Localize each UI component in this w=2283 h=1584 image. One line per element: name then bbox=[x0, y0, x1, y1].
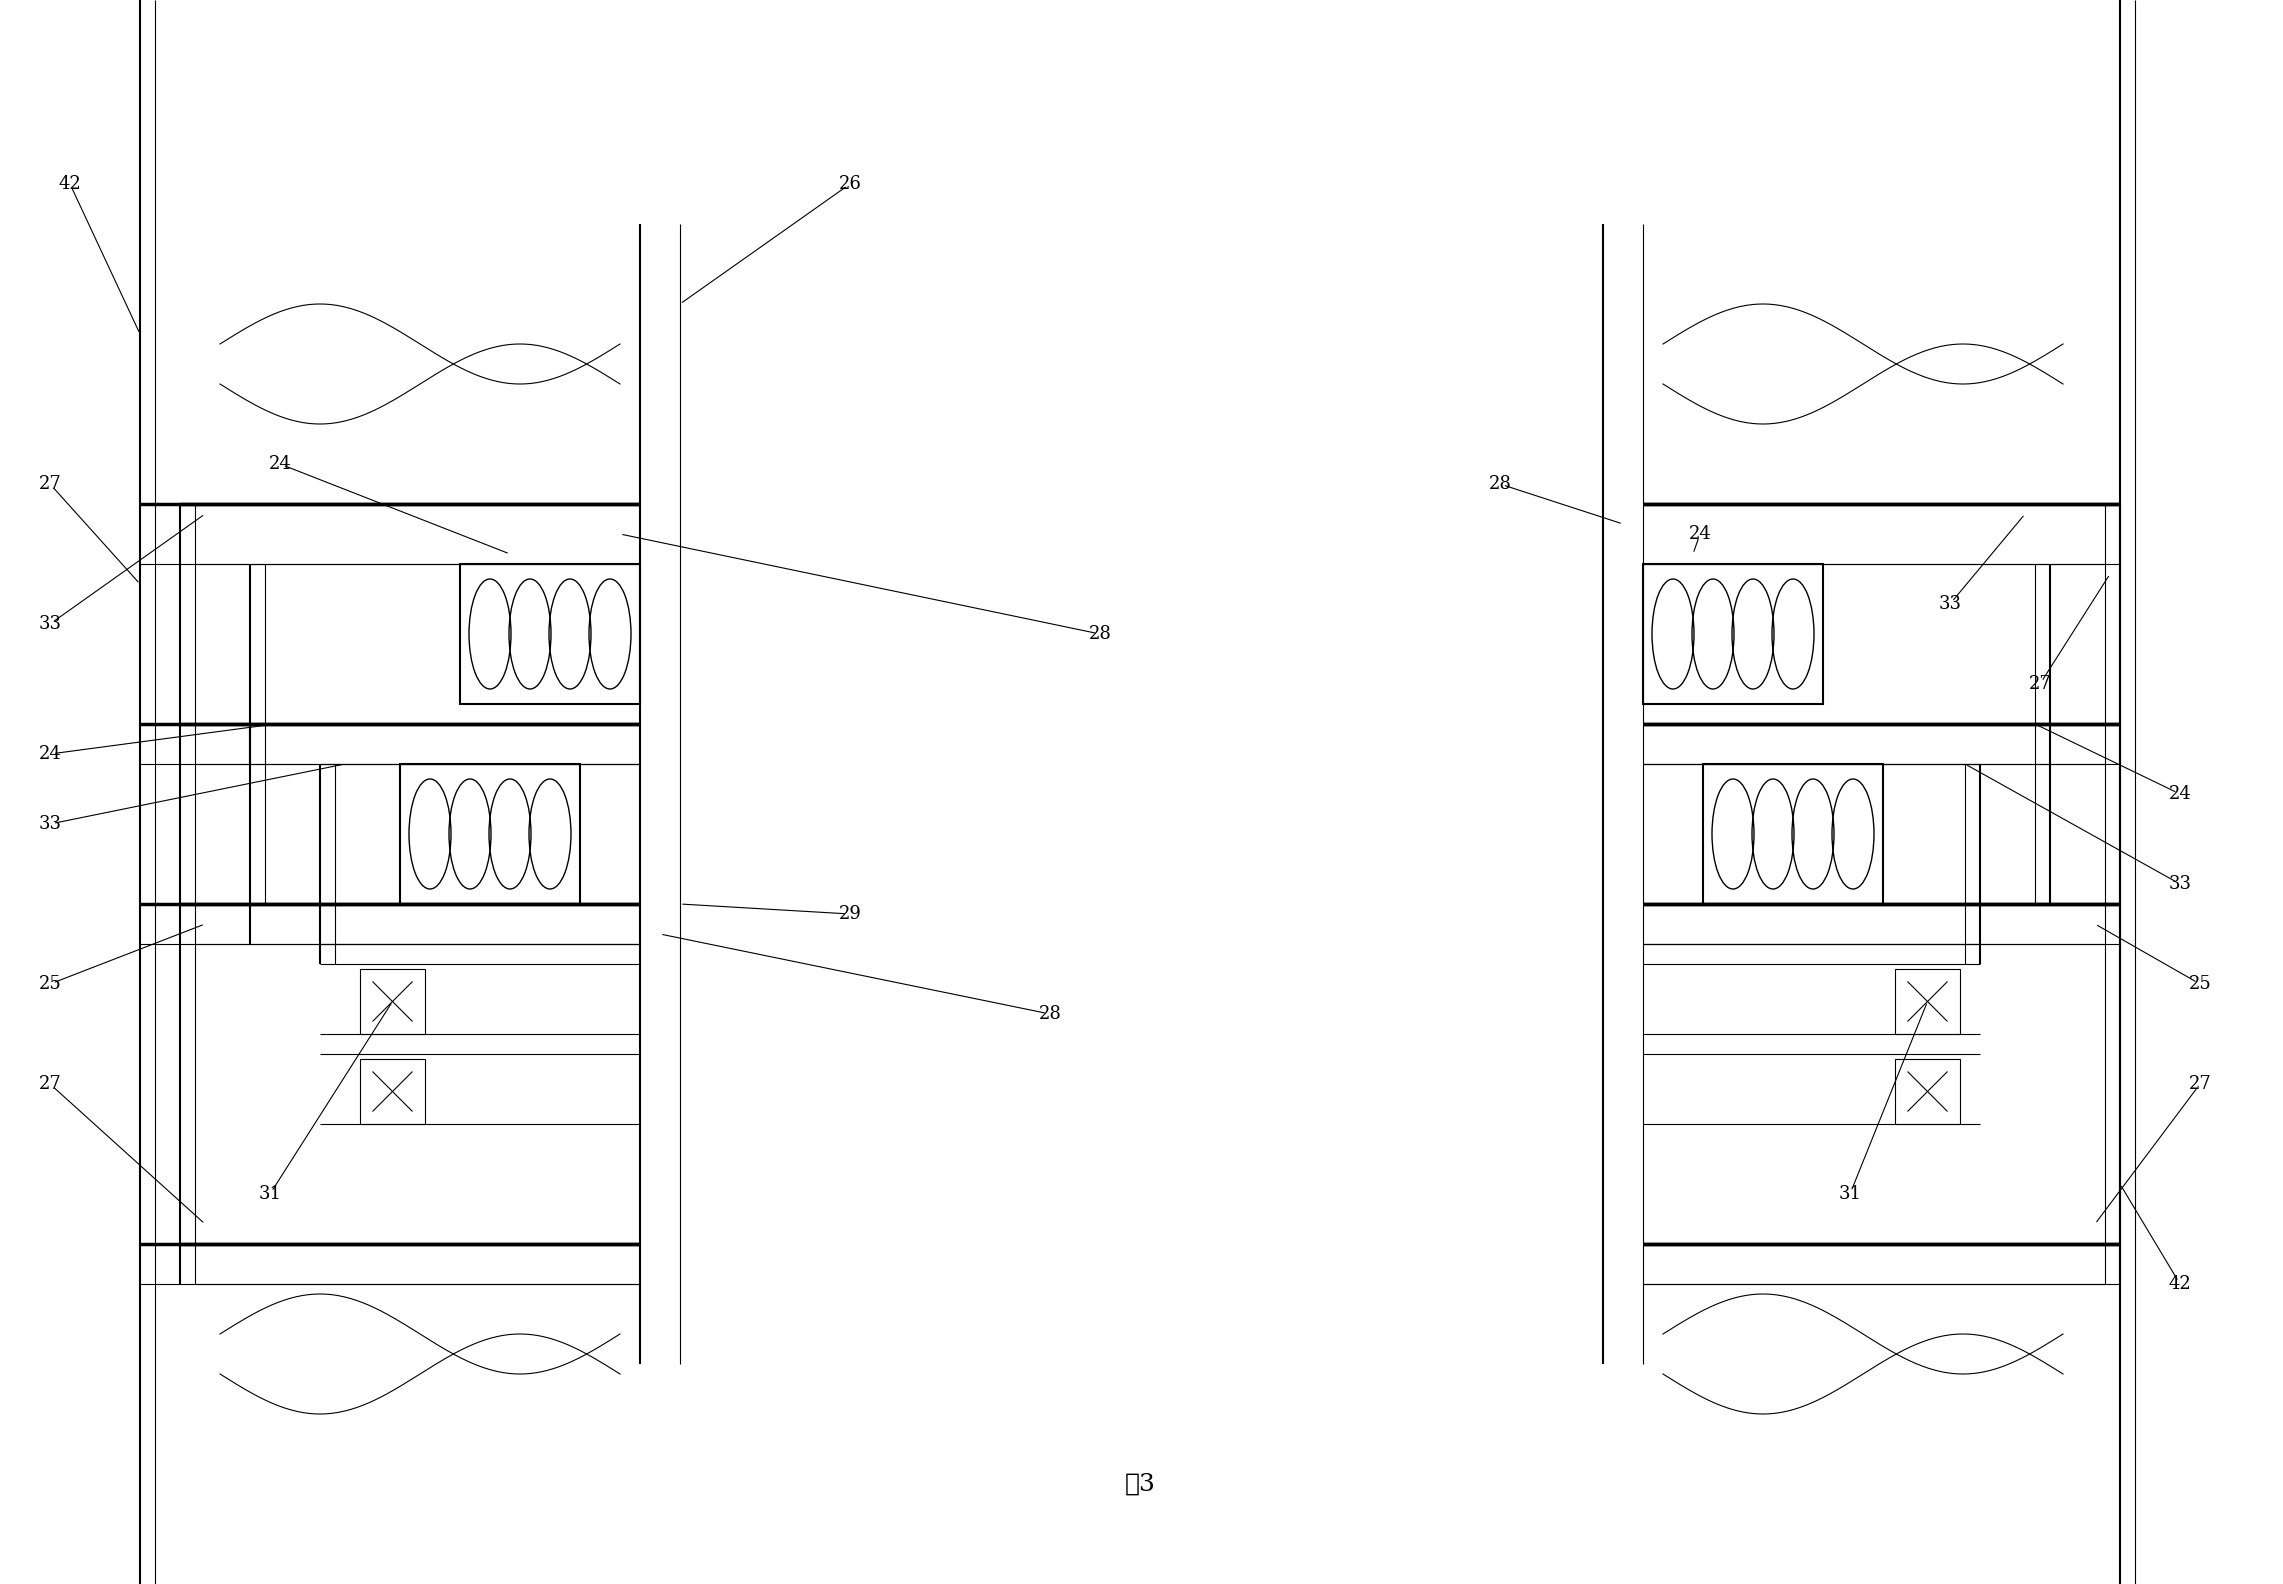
Text: 26: 26 bbox=[838, 174, 861, 193]
Text: 25: 25 bbox=[2189, 976, 2212, 993]
Text: 33: 33 bbox=[2169, 874, 2192, 893]
Bar bbox=[1644, 564, 1824, 703]
Text: 42: 42 bbox=[59, 174, 82, 193]
Text: 42: 42 bbox=[2169, 1275, 2192, 1293]
Text: 24: 24 bbox=[39, 744, 62, 763]
Text: 27: 27 bbox=[39, 1076, 62, 1093]
Text: 27: 27 bbox=[39, 475, 62, 493]
Text: 24: 24 bbox=[1689, 524, 1712, 543]
Text: 33: 33 bbox=[39, 816, 62, 833]
Bar bbox=[459, 564, 639, 703]
Text: 31: 31 bbox=[258, 1185, 281, 1202]
Bar bbox=[400, 763, 580, 904]
Text: 图3: 图3 bbox=[1126, 1473, 1155, 1495]
Bar bbox=[1703, 763, 1883, 904]
Text: 33: 33 bbox=[39, 615, 62, 634]
Text: 29: 29 bbox=[838, 904, 861, 923]
Text: 28: 28 bbox=[1039, 1004, 1062, 1023]
Bar bbox=[361, 969, 425, 1034]
Text: 31: 31 bbox=[1838, 1185, 1861, 1202]
Text: 27: 27 bbox=[2189, 1076, 2212, 1093]
Bar bbox=[1895, 1060, 1961, 1125]
Text: 25: 25 bbox=[39, 976, 62, 993]
Text: 24: 24 bbox=[269, 455, 292, 474]
Text: 24: 24 bbox=[2169, 786, 2192, 803]
Text: 27: 27 bbox=[2030, 675, 2052, 694]
Bar bbox=[1895, 969, 1961, 1034]
Text: 28: 28 bbox=[1489, 475, 1511, 493]
Bar bbox=[361, 1060, 425, 1125]
Text: 28: 28 bbox=[1089, 626, 1112, 643]
Text: 33: 33 bbox=[1938, 596, 1961, 613]
